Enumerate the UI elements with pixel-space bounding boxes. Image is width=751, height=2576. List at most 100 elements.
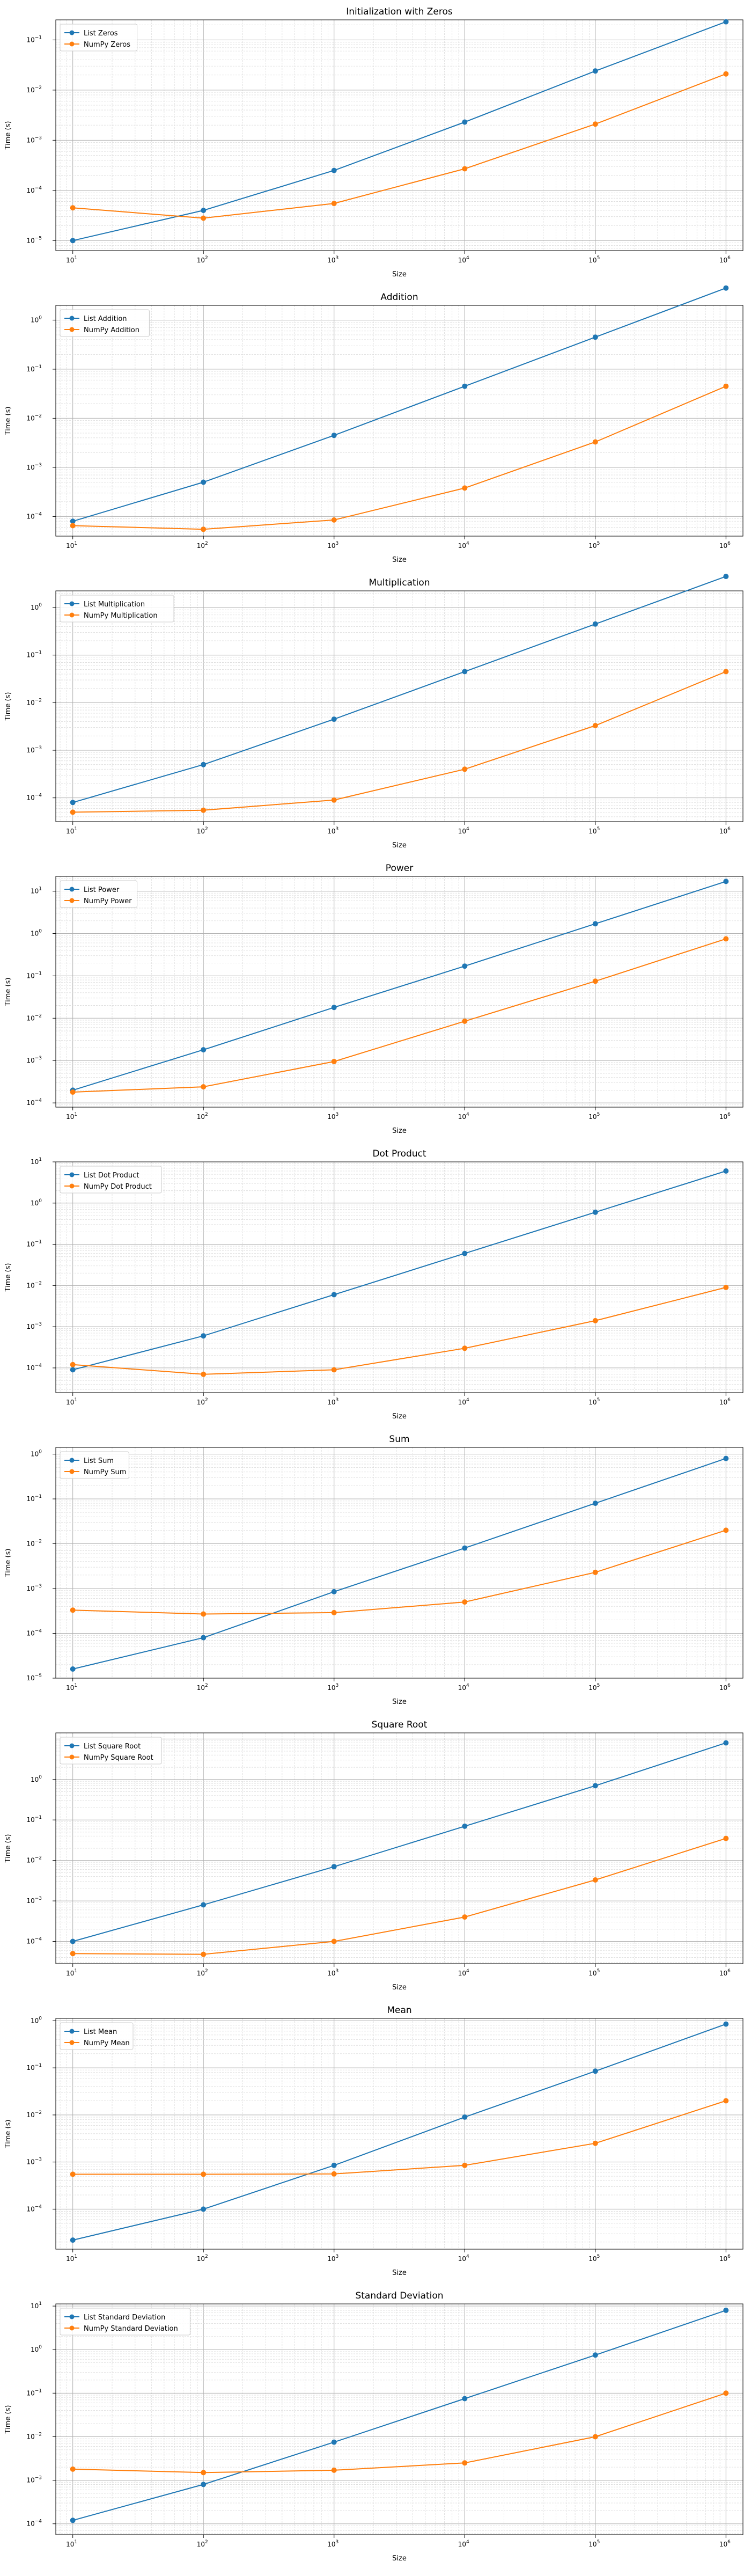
x-tick-label: 106 (719, 1112, 731, 1121)
x-tick-base: 10 (588, 1399, 597, 1406)
data-point (201, 1902, 207, 1908)
x-tick-exponent: 3 (336, 541, 339, 546)
x-tick-label: 104 (458, 1112, 469, 1121)
data-point (592, 121, 598, 127)
x-tick-base: 10 (197, 257, 205, 264)
x-tick-label: 102 (197, 541, 208, 550)
x-tick-label: 104 (458, 1683, 469, 1692)
x-tick-base: 10 (719, 1399, 727, 1406)
grid-lines (56, 2304, 743, 2535)
data-point (331, 2439, 337, 2445)
data-point (723, 2307, 729, 2313)
data-point (331, 517, 337, 523)
legend-marker (69, 887, 75, 892)
x-tick-base: 10 (458, 2541, 466, 2548)
grid-lines (56, 876, 743, 1107)
legend-label: NumPy Standard Deviation (84, 2325, 178, 2333)
x-axis-label: Size (392, 2269, 407, 2277)
data-point (201, 1371, 207, 1377)
legend-marker (69, 1183, 75, 1189)
plot-frame (55, 1447, 743, 1679)
x-tick-label: 105 (588, 541, 600, 550)
x-tick-base: 10 (588, 1684, 597, 1692)
legend-label: NumPy Addition (84, 326, 139, 334)
x-tick-exponent: 4 (466, 826, 469, 832)
data-point (70, 238, 76, 244)
legend-marker (69, 898, 75, 903)
plot-frame (55, 2303, 743, 2535)
x-tick-label: 102 (197, 2254, 208, 2263)
legend-marker (69, 601, 75, 606)
x-tick-label: 103 (327, 541, 338, 550)
legend-label: NumPy Square Root (84, 1754, 153, 1762)
x-tick-label: 104 (458, 255, 469, 264)
data-point (723, 71, 729, 77)
series-line (72, 1742, 726, 1942)
x-tick-exponent: 2 (205, 1397, 208, 1403)
series-line (72, 1529, 726, 1615)
x-tick-label: 102 (197, 2540, 208, 2548)
data-point (70, 1951, 76, 1957)
x-axis-label: Size (392, 841, 407, 850)
data-point (723, 936, 729, 942)
legend-marker (69, 327, 75, 332)
x-tick-base: 10 (458, 1399, 466, 1406)
data-point (201, 479, 207, 485)
x-tick-exponent: 5 (597, 2254, 600, 2259)
legend-box (60, 2308, 190, 2336)
data-point (70, 1666, 76, 1672)
data-point (592, 1318, 598, 1323)
data-point (70, 2466, 76, 2472)
data-point (723, 19, 729, 25)
legend-label: List Square Root (84, 1743, 141, 1751)
data-point (462, 1823, 468, 1829)
x-tick-label: 101 (66, 255, 77, 264)
x-tick-base: 10 (719, 1970, 727, 1977)
data-point (70, 2237, 76, 2243)
legend-marker (69, 1458, 75, 1463)
x-tick-exponent: 2 (205, 541, 208, 546)
x-tick-label: 104 (458, 1397, 469, 1406)
data-point (462, 766, 468, 772)
legend-box (60, 1166, 162, 1194)
x-tick-base: 10 (327, 828, 335, 835)
x-tick-label: 103 (327, 255, 338, 264)
legend-marker (69, 1754, 75, 1760)
data-point (592, 1569, 598, 1575)
x-tick-exponent: 2 (205, 2254, 208, 2259)
data-point (331, 2467, 337, 2473)
data-point (723, 1168, 729, 1174)
x-tick-exponent: 1 (74, 2540, 77, 2545)
data-point (462, 669, 468, 675)
x-tick-base: 10 (588, 1970, 597, 1977)
x-tick-label: 106 (719, 1683, 731, 1692)
data-point (723, 1835, 729, 1841)
x-tick-label: 105 (588, 2254, 600, 2263)
x-tick-exponent: 1 (74, 1968, 77, 1974)
x-tick-base: 10 (66, 542, 74, 550)
legend-marker (69, 2314, 75, 2319)
x-tick-exponent: 6 (727, 1968, 731, 1974)
chart-title: Mean (387, 2005, 411, 2016)
data-point (331, 1367, 337, 1373)
series-line (72, 2023, 726, 2241)
data-point (723, 1455, 729, 1461)
data-point (723, 285, 729, 291)
data-point (592, 2140, 598, 2146)
x-tick-label: 101 (66, 1968, 77, 1977)
x-tick-label: 102 (197, 1968, 208, 1977)
series-line (72, 881, 726, 1091)
legend-label: NumPy Multiplication (84, 612, 158, 620)
x-tick-exponent: 5 (597, 1397, 600, 1403)
legend: List Square Root NumPy Square Root (60, 1737, 162, 1765)
x-tick-exponent: 4 (466, 2254, 469, 2259)
x-tick-base: 10 (719, 2541, 727, 2548)
x-tick-label: 104 (458, 1968, 469, 1977)
x-tick-exponent: 3 (336, 1112, 339, 1117)
x-tick-label: 102 (197, 1112, 208, 1121)
data-point (331, 797, 337, 803)
